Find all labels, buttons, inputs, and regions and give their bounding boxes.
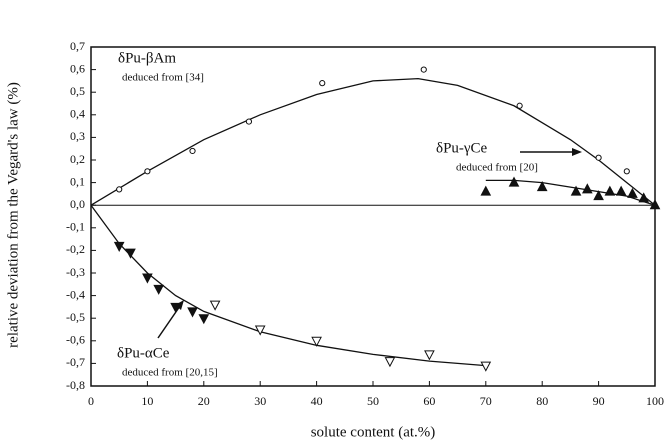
arrow-head [572, 148, 582, 156]
data-point [424, 350, 435, 361]
data-point [480, 361, 492, 372]
data-point [615, 185, 627, 196]
y-tick-label: -0,7 [66, 355, 85, 369]
y-tick-label: 0,1 [70, 174, 85, 188]
data-point [189, 147, 196, 155]
y-tick-label: 0,3 [70, 129, 85, 143]
x-tick-label: 60 [423, 394, 435, 408]
x-tick-label: 10 [141, 394, 153, 408]
data-point [593, 190, 604, 201]
x-tick-label: 40 [311, 394, 323, 408]
x-tick-label: 30 [254, 394, 266, 408]
data-point [319, 80, 326, 87]
data-point [142, 273, 153, 284]
data-point [144, 168, 151, 175]
data-point [254, 325, 266, 336]
data-point [649, 199, 661, 210]
data-point [116, 186, 123, 193]
y-tick-label: -0,6 [66, 333, 85, 347]
y-tick-label: 0,0 [70, 197, 85, 211]
data-point [420, 66, 427, 73]
x-tick-label: 90 [593, 394, 605, 408]
data-point [209, 300, 221, 311]
y-tick-label: 0,4 [70, 107, 85, 121]
y-tick-label: 0,5 [70, 84, 85, 98]
data-point [604, 185, 616, 196]
fit-curve [90, 204, 486, 367]
data-point [623, 168, 630, 175]
y-tick-label: -0,1 [66, 220, 85, 234]
x-tick-label: 80 [536, 394, 548, 408]
data-point [153, 284, 165, 295]
data-point [536, 181, 548, 192]
series-source: deduced from [20] [456, 162, 538, 174]
data-point [113, 241, 125, 252]
x-tick-label: 0 [88, 394, 94, 408]
series-label: δPu-βAm [118, 50, 176, 66]
data-point [245, 118, 253, 125]
series-label: δPu-γCe [436, 140, 488, 156]
data-point [638, 192, 650, 203]
data-point [595, 154, 602, 161]
y-tick-label: -0,5 [66, 310, 85, 324]
data-point [187, 307, 198, 318]
y-axis-label: relative deviation from the Vegard's law… [5, 82, 21, 348]
y-tick-label: 0,2 [70, 152, 85, 166]
x-tick-label: 100 [646, 394, 664, 408]
series-label: δPu-αCe [117, 345, 170, 361]
x-axis-label: solute content (at.%) [311, 424, 436, 440]
y-tick-label: -0,3 [66, 265, 85, 279]
series-source: deduced from [34] [122, 72, 204, 84]
series-source: deduced from [20,15] [122, 367, 218, 379]
x-tick-label: 20 [198, 394, 210, 408]
data-point [125, 248, 136, 259]
data-point [581, 183, 593, 194]
x-tick-label: 70 [480, 394, 492, 408]
x-tick-label: 50 [367, 394, 379, 408]
data-point [198, 314, 210, 325]
data-point [384, 357, 396, 368]
y-tick-label: -0,2 [66, 242, 85, 256]
data-point [170, 302, 181, 313]
data-point [480, 185, 492, 196]
y-tick-label: 0,6 [70, 61, 85, 75]
plot-frame [90, 46, 656, 387]
data-point [508, 176, 520, 187]
data-point [627, 187, 638, 198]
data-point [516, 102, 523, 109]
y-tick-label: -0,4 [66, 287, 85, 301]
fit-curve [90, 77, 656, 206]
data-point [311, 336, 322, 347]
y-tick-label: -0,8 [66, 378, 85, 392]
data-point [570, 185, 582, 196]
y-tick-label: 0,7 [70, 39, 85, 53]
